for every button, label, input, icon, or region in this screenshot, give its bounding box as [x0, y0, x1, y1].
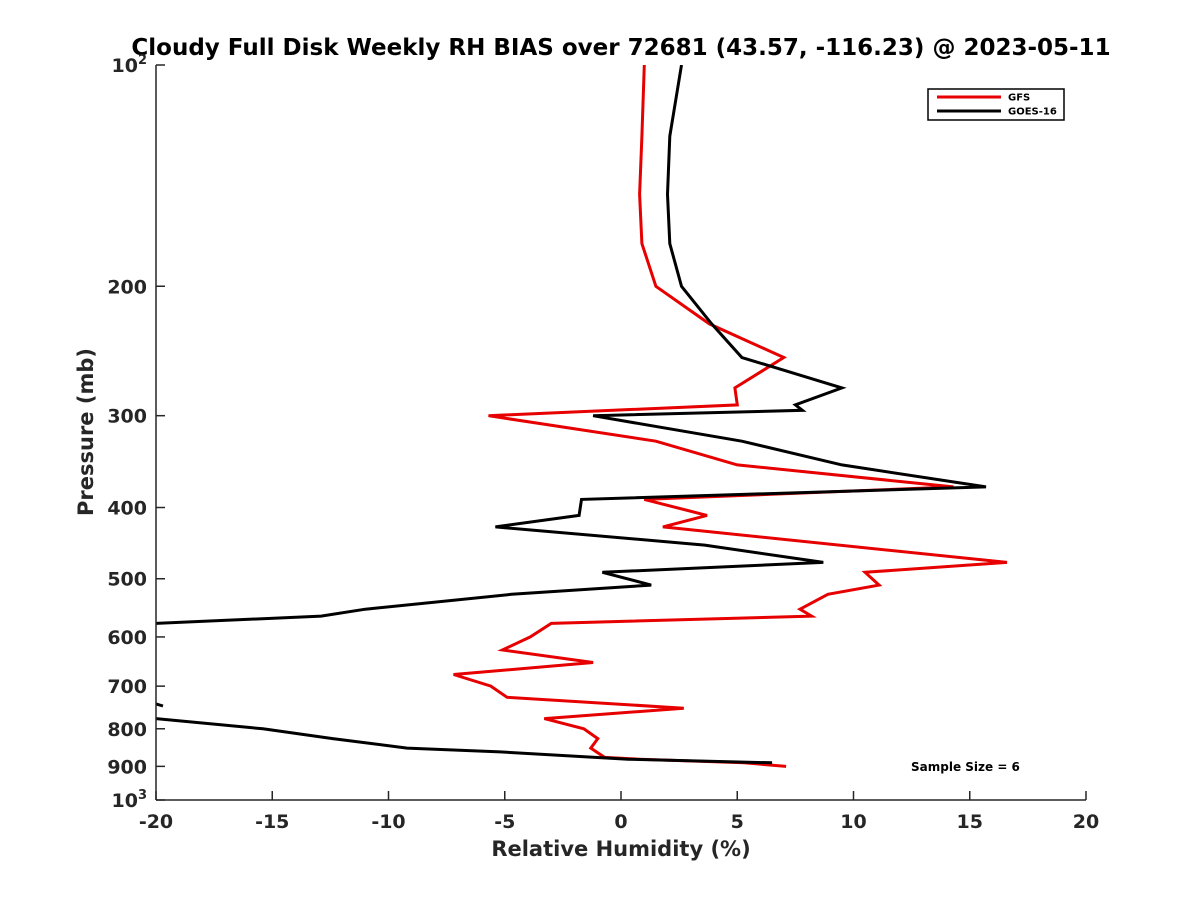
x-tick-label: -5: [494, 811, 515, 833]
x-tick-label: -20: [139, 811, 173, 833]
sample-size-annotation: Sample Size = 6: [911, 760, 1020, 774]
axes-layer: [155, 65, 1086, 801]
y-axis-label: Pressure (mb): [74, 348, 98, 516]
y-ticks: 102 200 300 400 500 600 700 800 900 103: [107, 53, 165, 812]
y-tick-label: 200: [107, 276, 147, 298]
series-line-gfs: [453, 65, 1008, 768]
series-layer: [156, 65, 1008, 768]
x-tick-label: 0: [614, 811, 627, 833]
x-tick-label: 5: [731, 811, 744, 833]
y-tick-label: 600: [107, 627, 147, 649]
chart-title: Cloudy Full Disk Weekly RH BIAS over 726…: [131, 35, 1110, 61]
y-tick-label: 500: [107, 569, 147, 591]
x-tick-label: 10: [840, 811, 866, 833]
y-tick-label: 700: [107, 676, 147, 698]
y-tick-label: 103: [112, 788, 148, 812]
y-tick-label: 300: [107, 406, 147, 428]
x-tick-label: 15: [957, 811, 983, 833]
legend-label: GOES-16: [1008, 107, 1057, 118]
y-tick-label: 102: [112, 53, 148, 77]
x-ticks: -20 -15 -10 -5 0 5 10 15 20: [139, 791, 1099, 833]
legend: GFS GOES-16: [927, 88, 1065, 121]
y-tick-label: 400: [107, 498, 147, 520]
series-line-goes-16: [156, 65, 987, 765]
x-tick-label: 20: [1073, 811, 1099, 833]
legend-label: GFS: [1008, 93, 1030, 104]
legend-box: [927, 88, 1065, 121]
y-tick-label: 900: [107, 756, 147, 778]
y-tick-label: 800: [107, 719, 147, 741]
x-axis-label: Relative Humidity (%): [491, 837, 750, 861]
x-tick-label: -10: [371, 811, 405, 833]
x-tick-label: -15: [255, 811, 289, 833]
